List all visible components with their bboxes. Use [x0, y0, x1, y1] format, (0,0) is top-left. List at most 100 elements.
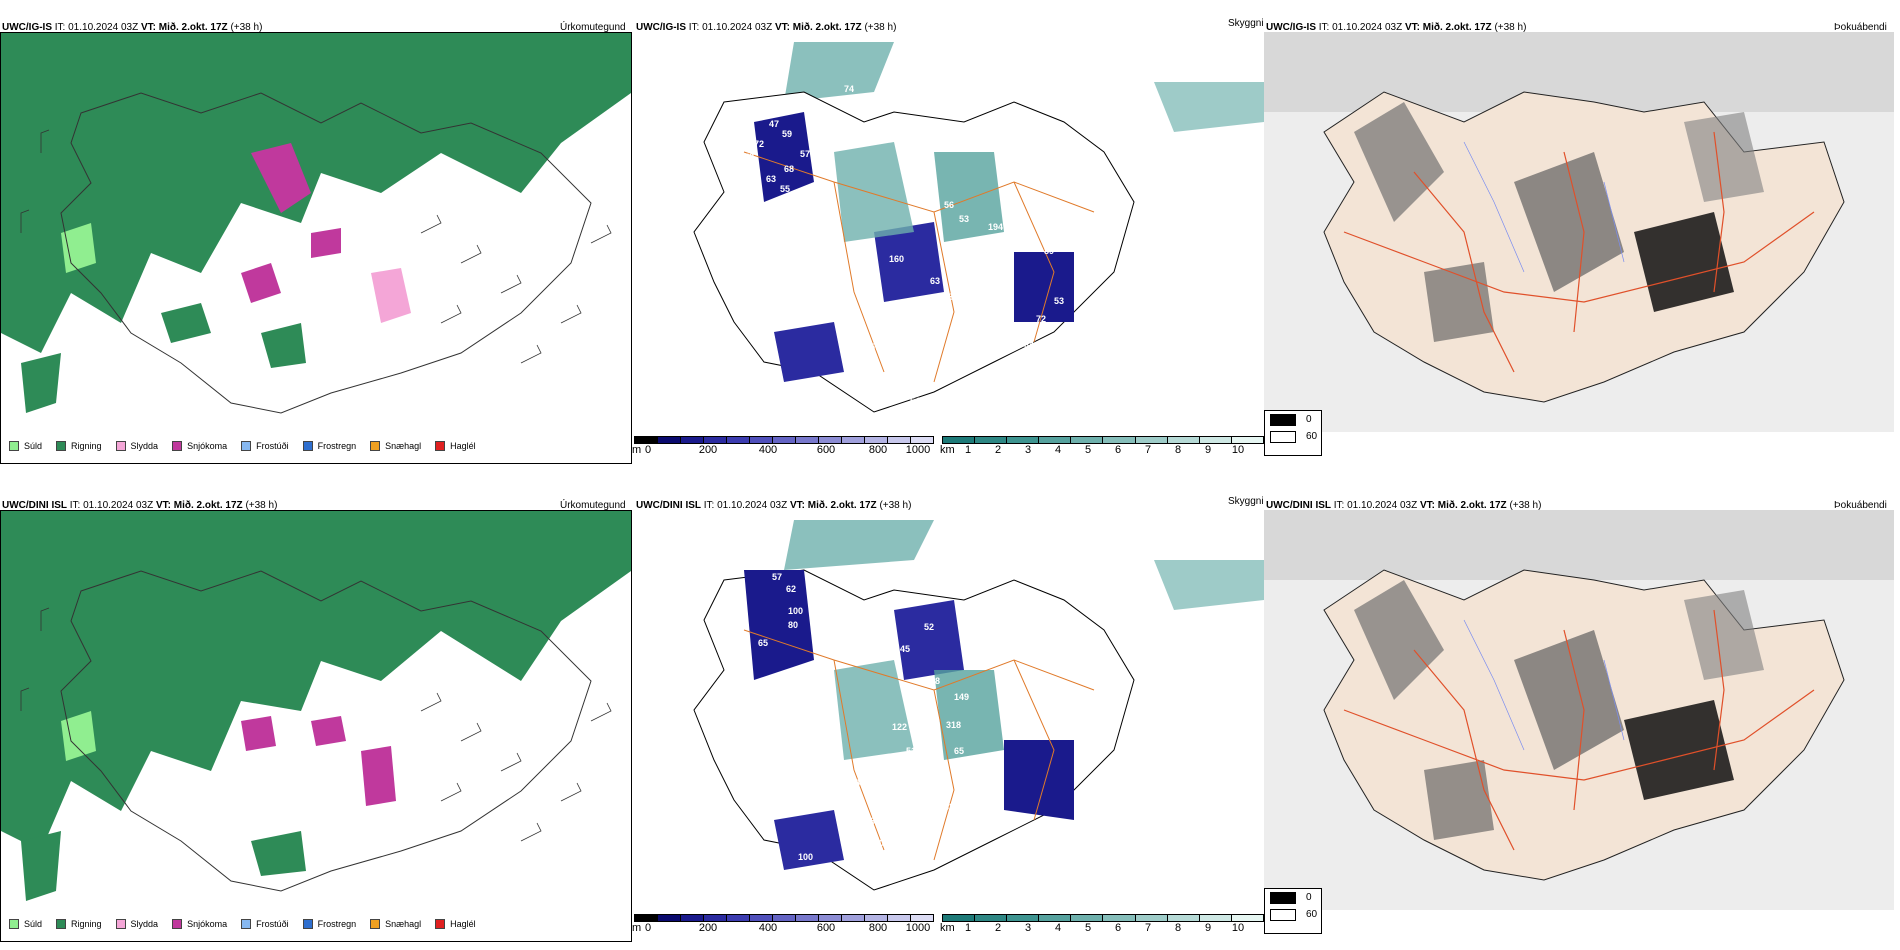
ceiling-label: 64 — [910, 854, 920, 864]
ceiling-label: 59 — [822, 269, 832, 279]
precip-title: Úrkomutegund — [560, 500, 626, 511]
ceiling-label: 47 — [926, 884, 936, 894]
ceiling-label: 55 — [924, 184, 934, 194]
ceiling-tick: 800 — [868, 922, 888, 934]
it-value: 01.10.2024 03Z — [83, 500, 154, 511]
visibility-tick: 9 — [1204, 922, 1212, 934]
it-value: 01.10.2024 03Z — [702, 22, 773, 33]
legend-swatch — [370, 441, 381, 451]
cloud-map: 74 79 86 163 47 59 57 72 78 50 68 63 55 … — [634, 32, 1264, 432]
ceiling-tick: 800 — [868, 444, 888, 456]
fog-legend: 0 60 — [1264, 888, 1322, 934]
it-label: IT: — [688, 22, 700, 33]
ceiling-label: 86 — [910, 99, 920, 109]
panel-header: UWC/DINI ISL IT: 01.10.2024 03Z VT: Mið.… — [636, 500, 911, 511]
fog-legend-row: 60 — [1265, 428, 1321, 445]
cloud-map-svg: 74 79 86 163 47 59 57 72 78 50 68 63 55 … — [634, 32, 1264, 432]
visibility-unit: km — [940, 444, 955, 456]
ceiling-label: 69 — [1036, 340, 1046, 350]
ceiling-tick: 400 — [758, 444, 778, 456]
ceiling-label: 65 — [954, 746, 964, 756]
legend-item: Rigning — [56, 441, 102, 451]
ceiling-colorbar-bar — [634, 436, 934, 444]
legend-item: Snæhagl — [370, 919, 421, 929]
ceiling-label: 64 — [1024, 340, 1034, 350]
vt-label: VT: — [1404, 22, 1420, 33]
cloud-map: 30 127 174 57 62 100 80 65 52 45 48 116 … — [634, 510, 1264, 910]
vt-value: Mið. 2.okt. 17Z — [1422, 22, 1492, 33]
ceiling-label: 49 — [780, 224, 790, 234]
panel-header: UWC/DINI ISL IT: 01.10.2024 03Z VT: Mið.… — [1266, 500, 1541, 511]
it-label: IT: — [54, 22, 66, 33]
vt-value: Mið. 2.okt. 17Z — [792, 22, 862, 33]
legend-swatch — [172, 919, 183, 929]
ceiling-label: 80 — [788, 620, 798, 630]
visibility-tick: 10 — [1231, 444, 1245, 456]
vt-value: Mið. 2.okt. 17Z — [807, 500, 877, 511]
ceiling-label: 67 — [904, 374, 914, 384]
legend-swatch — [435, 919, 446, 929]
cloud-map-svg: 30 127 174 57 62 100 80 65 52 45 48 116 … — [634, 510, 1264, 910]
legend-item: Haglél — [435, 919, 476, 929]
ceiling-label: 48 — [930, 676, 940, 686]
ceiling-label: 54 — [910, 396, 920, 406]
model-name: UWC/DINI ISL — [2, 500, 67, 511]
ceiling-tick: 0 — [644, 444, 652, 456]
visibility-tick: 8 — [1174, 444, 1182, 456]
ceiling-label: 55 — [892, 784, 902, 794]
legend-item: Slydda — [115, 441, 158, 451]
it-value: 01.10.2024 03Z — [1347, 500, 1418, 511]
ceiling-label: 112 — [892, 826, 907, 836]
ceiling-label: 296 — [860, 816, 875, 826]
ceiling-tick: 1000 — [905, 922, 931, 934]
visibility-colorbar-bar — [942, 436, 1264, 444]
ceiling-label: 76 — [780, 748, 790, 758]
ceiling-label: 49 — [906, 416, 916, 426]
ceiling-tick: 200 — [698, 922, 718, 934]
precip-map: Súld Rigning Slydda Snjókoma Frostúði Fr… — [0, 32, 632, 464]
legend-swatch — [302, 919, 313, 929]
ceiling-label: 709 — [874, 838, 889, 848]
visibility-tick: 6 — [1114, 444, 1122, 456]
ceiling-label: 174 — [1130, 584, 1145, 594]
ceiling-label: 57 — [772, 572, 782, 582]
vt-value: Mið. 2.okt. 17Z — [173, 500, 243, 511]
precip-map-svg — [1, 33, 631, 433]
ceiling-label: 89 — [1044, 246, 1054, 256]
ceiling-colorbar-bar — [634, 914, 934, 922]
vt-label: VT: — [774, 22, 790, 33]
ceiling-label: 82 — [944, 802, 954, 812]
legend-swatch — [172, 441, 183, 451]
ceiling-label: 53 — [959, 214, 969, 224]
ceiling-label: 163 — [920, 124, 935, 134]
cloud-title: Skyggni — [1228, 18, 1264, 29]
ceiling-tick: 0 — [644, 922, 652, 934]
precip-map: Súld Rigning Slydda Snjókoma Frostúði Fr… — [0, 510, 632, 942]
ceiling-label: 39 — [930, 420, 940, 430]
ceiling-label: 88 — [964, 798, 974, 808]
ceiling-label: 166 — [974, 259, 989, 269]
model-name: UWC/DINI ISL — [636, 500, 701, 511]
visibility-tick: 7 — [1144, 922, 1152, 934]
fog-map — [1264, 510, 1894, 910]
legend-item: Snjókoma — [172, 919, 227, 929]
ceiling-tick: 600 — [816, 922, 836, 934]
it-label: IT: — [1318, 22, 1330, 33]
ceiling-label: 72 — [1036, 314, 1046, 324]
ceiling-ticks: m 0 200 400 600 800 1000 — [632, 444, 934, 456]
ceiling-labels: 30 127 174 57 62 100 80 65 52 45 48 116 … — [726, 564, 1145, 894]
it-value: 01.10.2024 03Z — [1332, 22, 1403, 33]
fog-map-svg — [1264, 32, 1894, 432]
ceiling-label: 50 — [734, 164, 744, 174]
visibility-tick: 1 — [964, 922, 972, 934]
visibility-tick: 9 — [1204, 444, 1212, 456]
visibility-tick: 4 — [1054, 444, 1062, 456]
ceiling-label: 214 — [906, 339, 921, 349]
ceiling-label: 63 — [930, 276, 940, 286]
fog-title: Þokuábendi — [1834, 22, 1887, 33]
ceiling-label: 57 — [870, 342, 880, 352]
it-value: 01.10.2024 03Z — [717, 500, 788, 511]
ceiling-label: 56 — [944, 200, 954, 210]
ceiling-label: 51 — [906, 746, 916, 756]
ceiling-label: 69 — [970, 758, 980, 768]
